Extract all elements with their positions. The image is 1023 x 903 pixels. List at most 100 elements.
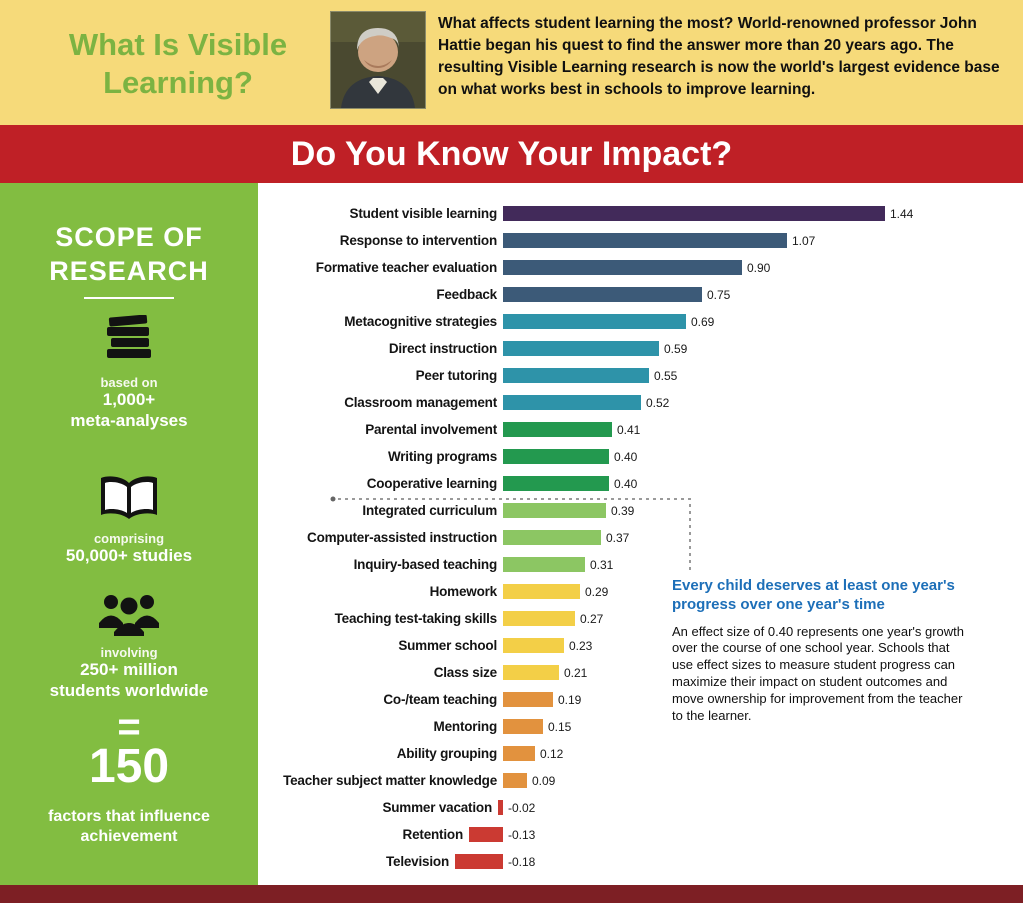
stat-value: 50,000+ studies xyxy=(65,546,193,565)
people-icon xyxy=(99,595,159,636)
page-title: What Is Visible Learning? xyxy=(68,27,288,100)
bar xyxy=(503,503,606,518)
bar-label: Homework xyxy=(429,584,498,599)
stat-value: 1,000+ xyxy=(102,390,156,409)
bar-label: Peer tutoring xyxy=(415,368,498,383)
equals-sign: = xyxy=(117,705,141,749)
bar-label: Writing programs xyxy=(387,449,497,464)
chart-row: Metacognitive strategies 0.69 xyxy=(258,308,1023,335)
bar xyxy=(503,260,742,275)
bar-label: Summer school xyxy=(398,638,497,653)
bar-value: 0.55 xyxy=(654,368,678,383)
bar-label: Metacognitive strategies xyxy=(344,314,497,329)
callout-body: An effect size of 0.40 represents one ye… xyxy=(672,623,965,723)
stat-label: meta-analyses xyxy=(70,410,188,430)
bar-value: 0.41 xyxy=(617,422,641,437)
chart-row: Retention -0.13 xyxy=(258,821,1023,848)
bar-value: 0.15 xyxy=(548,719,572,734)
chart-row: Computer-assisted instruction 0.37 xyxy=(258,524,1023,551)
chart-row: Classroom management 0.52 xyxy=(258,389,1023,416)
bar xyxy=(503,206,885,221)
bar-value: 0.12 xyxy=(540,746,564,761)
header: What Is Visible Learning? What affects s… xyxy=(0,0,1023,125)
bar-value: 0.27 xyxy=(580,611,604,626)
bar-label: Feedback xyxy=(436,287,497,302)
bar xyxy=(503,638,564,653)
bar xyxy=(503,395,641,410)
sidebar: SCOPE OF RESEARCH based on 1,000+ meta-a… xyxy=(0,183,258,885)
bar xyxy=(503,746,535,761)
bar-value: 0.90 xyxy=(747,260,771,275)
stat-students: involving 250+ million students worldwid… xyxy=(0,591,258,701)
big-number-caption: factors that influence achievement xyxy=(48,808,210,845)
bar-value: 0.23 xyxy=(569,638,593,653)
bar-value: -0.18 xyxy=(508,854,536,869)
books-icon xyxy=(107,315,151,358)
bar xyxy=(503,422,612,437)
sidebar-title: SCOPE OF RESEARCH xyxy=(49,222,209,286)
john-hattie-photo xyxy=(330,11,426,109)
divider xyxy=(84,297,174,299)
chart-row: Summer school 0.23 xyxy=(258,632,1023,659)
chart-row: Feedback 0.75 xyxy=(258,281,1023,308)
bar-label: Computer-assisted instruction xyxy=(307,530,497,545)
chart-row: Student visible learning 1.44 xyxy=(258,200,1023,227)
chart-row: Cooperative learning 0.40 xyxy=(258,470,1023,497)
bar-label: Ability grouping xyxy=(396,746,497,761)
chart-row: Mentoring 0.15 xyxy=(258,713,1023,740)
bar xyxy=(503,314,686,329)
chart-row: Writing programs 0.40 xyxy=(258,443,1023,470)
bar-value: -0.13 xyxy=(508,827,536,842)
stat-studies: comprising 50,000+ studies xyxy=(0,475,258,567)
bar-label: Co-/team teaching xyxy=(383,692,497,707)
bar-value: 0.59 xyxy=(664,341,688,356)
bar-value: 0.40 xyxy=(614,449,638,464)
banner-title: Do You Know Your Impact? xyxy=(290,135,733,173)
bar xyxy=(503,719,543,734)
bar-label: Mentoring xyxy=(433,719,498,734)
chart-row: Teacher subject matter knowledge 0.09 xyxy=(258,767,1023,794)
bar-value: 1.07 xyxy=(792,233,816,248)
bar xyxy=(503,368,649,383)
bar-label: Classroom management xyxy=(344,395,497,410)
stat-label: students worldwide xyxy=(49,680,209,700)
stat-prefix: involving xyxy=(100,645,158,660)
bar-value: 0.37 xyxy=(606,530,630,545)
bar-value: 0.52 xyxy=(646,395,670,410)
big-number: 150 xyxy=(88,740,170,793)
bar-value: 0.29 xyxy=(585,584,609,599)
chart-row: Peer tutoring 0.55 xyxy=(258,362,1023,389)
bar xyxy=(503,530,601,545)
stat-prefix: based on xyxy=(100,375,158,390)
intro-text: What affects student learning the most? … xyxy=(438,15,1000,98)
bar xyxy=(503,557,585,572)
bar xyxy=(503,476,609,491)
chart-row: Teaching test-taking skills 0.27 xyxy=(258,605,1023,632)
bar-label: Cooperative learning xyxy=(366,476,497,491)
chart-row: Formative teacher evaluation 0.90 xyxy=(258,254,1023,281)
bar-value: 0.31 xyxy=(590,557,614,572)
chart-row: Ability grouping 0.12 xyxy=(258,740,1023,767)
stat-meta-analyses: based on 1,000+ meta-analyses xyxy=(0,315,258,431)
bar-value: 0.21 xyxy=(564,665,588,680)
bar-value: 0.40 xyxy=(614,476,638,491)
bar-label: Television xyxy=(385,854,449,869)
bar xyxy=(503,692,553,707)
bar-label: Summer vacation xyxy=(382,800,492,815)
bottom-bar xyxy=(0,885,1023,903)
bar-label: Retention xyxy=(402,827,464,842)
chart-row: Co-/team teaching 0.19 xyxy=(258,686,1023,713)
chart-row: Direct instruction 0.59 xyxy=(258,335,1023,362)
bar-value: 0.19 xyxy=(558,692,582,707)
chart-row: Class size 0.21 xyxy=(258,659,1023,686)
bar-value: 0.39 xyxy=(611,503,635,518)
bar-value: 1.44 xyxy=(890,206,914,221)
banner: Do You Know Your Impact? xyxy=(0,125,1023,183)
bar-label: Teacher subject matter knowledge xyxy=(283,773,497,788)
bar-label: Student visible learning xyxy=(349,206,498,221)
bar-value: 0.69 xyxy=(691,314,715,329)
bar xyxy=(503,665,559,680)
bar xyxy=(503,341,659,356)
bar xyxy=(503,773,527,788)
